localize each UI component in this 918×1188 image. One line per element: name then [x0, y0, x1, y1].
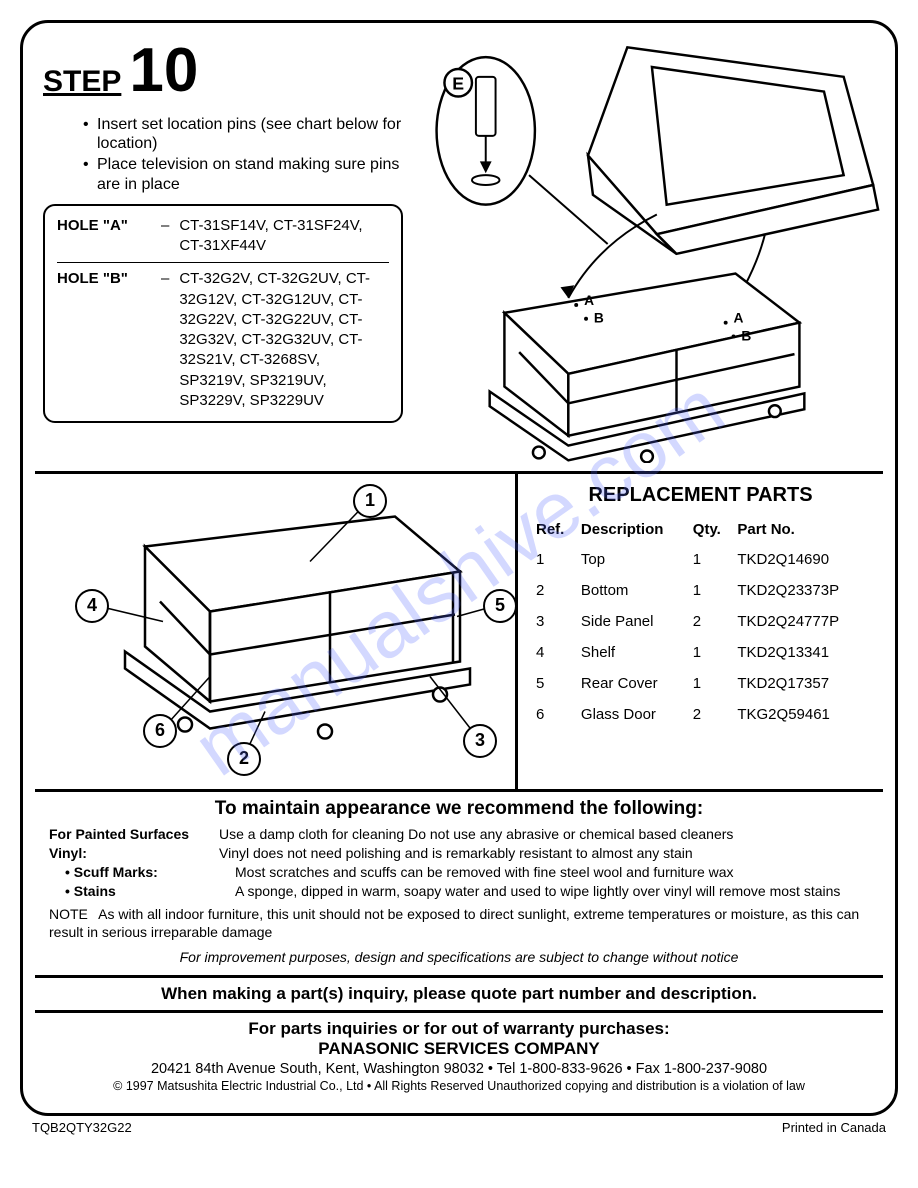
table-row: 6Glass Door2TKG2Q59461 — [532, 699, 869, 730]
cell-part: TKD2Q23373P — [733, 575, 869, 606]
cell-part: TKD2Q13341 — [733, 637, 869, 668]
col-desc: Description — [577, 515, 689, 544]
parts-diagram: 1 4 6 2 3 5 — [35, 474, 518, 789]
vinyl-text: Vinyl does not need polishing and is rem… — [219, 845, 693, 861]
copyright-text: © 1997 Matsushita Electric Industrial Co… — [45, 1079, 873, 1093]
cell-desc: Shelf — [577, 637, 689, 668]
stains-text: A sponge, dipped in warm, soapy water an… — [235, 883, 840, 899]
step-number: 10 — [129, 43, 198, 99]
col-ref: Ref. — [532, 515, 577, 544]
hole-b-models: CT-32G2V, CT-32G2UV, CT-32G12V, CT-32G12… — [179, 269, 389, 411]
callout-2: 2 — [227, 742, 261, 776]
cell-qty: 2 — [689, 699, 734, 730]
painted-label: For Painted Surfaces — [49, 826, 219, 842]
table-row: 2Bottom1TKD2Q23373P — [532, 575, 869, 606]
cell-ref: 3 — [532, 606, 577, 637]
cell-qty: 1 — [689, 544, 734, 575]
table-row: 1Top1TKD2Q14690 — [532, 544, 869, 575]
svg-text:A: A — [734, 311, 744, 326]
inquiry-notice: When making a part(s) inquiry, please qu… — [35, 978, 883, 1013]
instruction-item: Place television on stand making sure pi… — [83, 155, 403, 193]
vinyl-label: Vinyl: — [49, 845, 219, 861]
cell-desc: Rear Cover — [577, 668, 689, 699]
cell-qty: 1 — [689, 637, 734, 668]
pin-label: E — [452, 74, 464, 94]
hole-b-label: HOLE "B" — [57, 269, 161, 411]
replacement-parts-title: REPLACEMENT PARTS — [532, 484, 869, 507]
cell-desc: Glass Door — [577, 699, 689, 730]
cell-ref: 2 — [532, 575, 577, 606]
callout-3: 3 — [463, 724, 497, 758]
cell-ref: 6 — [532, 699, 577, 730]
scuff-text: Most scratches and scuffs can be removed… — [235, 864, 734, 880]
cell-ref: 1 — [532, 544, 577, 575]
cell-part: TKD2Q17357 — [733, 668, 869, 699]
hole-a-label: HOLE "A" — [57, 216, 161, 257]
table-row: 5Rear Cover1TKD2Q17357 — [532, 668, 869, 699]
svg-text:A: A — [584, 293, 594, 308]
col-qty: Qty. — [689, 515, 734, 544]
callout-4: 4 — [75, 589, 109, 623]
step-section: STEP 10 Insert set location pins (see ch… — [35, 35, 883, 474]
maintenance-note: NOTE As with all indoor furniture, this … — [49, 905, 869, 941]
contact-section: For parts inquiries or for out of warran… — [35, 1013, 883, 1101]
painted-text: Use a damp cloth for cleaning Do not use… — [219, 826, 733, 842]
tv-on-stand-illustration: E — [411, 35, 883, 463]
maintenance-title: To maintain appearance we recommend the … — [49, 798, 869, 820]
cell-ref: 5 — [532, 668, 577, 699]
col-part: Part No. — [733, 515, 869, 544]
cell-part: TKD2Q24777P — [733, 606, 869, 637]
cell-qty: 2 — [689, 606, 734, 637]
cell-ref: 4 — [532, 637, 577, 668]
callout-1: 1 — [353, 484, 387, 518]
cell-desc: Top — [577, 544, 689, 575]
callout-5: 5 — [483, 589, 517, 623]
cell-part: TKG2Q59461 — [733, 699, 869, 730]
cell-desc: Side Panel — [577, 606, 689, 637]
stains-label: • Stains — [49, 883, 235, 899]
hole-a-models: CT-31SF14V, CT-31SF24V, CT-31XF44V — [179, 216, 389, 257]
divider — [57, 262, 389, 263]
contact-address: 20421 84th Avenue South, Kent, Washingto… — [45, 1061, 873, 1077]
scuff-label: • Scuff Marks: — [49, 864, 235, 880]
document-code: TQB2QTY32G22 — [32, 1120, 132, 1135]
contact-heading: For parts inquiries or for out of warran… — [45, 1019, 873, 1039]
cell-qty: 1 — [689, 668, 734, 699]
manual-frame: STEP 10 Insert set location pins (see ch… — [20, 20, 898, 1116]
step-instructions: Insert set location pins (see chart belo… — [43, 115, 403, 194]
svg-text:B: B — [594, 311, 604, 326]
design-change-notice: For improvement purposes, design and spe… — [49, 949, 869, 965]
instruction-item: Insert set location pins (see chart belo… — [83, 115, 403, 153]
hole-chart: HOLE "A" – CT-31SF14V, CT-31SF24V, CT-31… — [43, 204, 403, 423]
svg-text:B: B — [741, 328, 751, 343]
page-footer: TQB2QTY32G22 Printed in Canada — [20, 1116, 898, 1135]
cell-qty: 1 — [689, 575, 734, 606]
printed-in: Printed in Canada — [782, 1120, 886, 1135]
dash: – — [161, 269, 179, 411]
table-row: 3Side Panel2TKD2Q24777P — [532, 606, 869, 637]
parts-section: 1 4 6 2 3 5 REPLACEMENT PARTS Ref. Descr… — [35, 474, 883, 792]
replacement-parts-table: Ref. Description Qty. Part No. 1Top1TKD2… — [532, 515, 869, 730]
callout-6: 6 — [143, 714, 177, 748]
table-row: 4Shelf1TKD2Q13341 — [532, 637, 869, 668]
cell-part: TKD2Q14690 — [733, 544, 869, 575]
contact-company: PANASONIC SERVICES COMPANY — [45, 1039, 873, 1059]
dash: – — [161, 216, 179, 257]
cell-desc: Bottom — [577, 575, 689, 606]
step-label: STEP — [43, 65, 121, 99]
maintenance-section: To maintain appearance we recommend the … — [35, 792, 883, 978]
